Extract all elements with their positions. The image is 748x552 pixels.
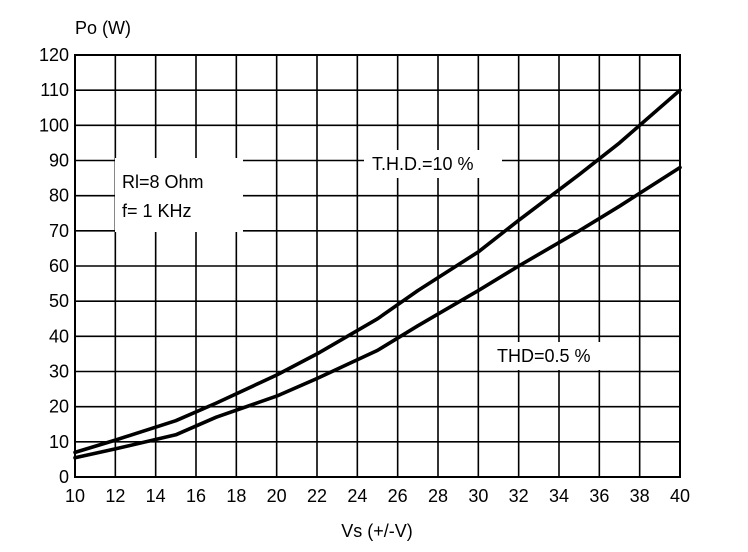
y-tick-label-2: 20 [49,397,69,417]
y-tick-label-4: 40 [49,326,69,346]
x-tick-label-0: 10 [65,486,85,506]
x-tick-label-2: 14 [146,486,166,506]
thd10-annotation: T.H.D.=10 % [372,154,474,174]
y-tick-label-11: 110 [40,80,69,100]
y-tick-label-0: 0 [59,467,69,487]
x-tick-label-4: 18 [226,486,246,506]
grid [74,54,681,478]
tick-labels: 10 12 14 16 18 20 22 24 26 28 30 32 34 36 38 4001020304… [39,45,690,506]
conditions-annotation-line1: Rl=8 Ohm [122,172,204,192]
x-tick-label-7: 24 [347,486,367,506]
y-tick-label-9: 90 [49,151,69,171]
y-tick-label-7: 70 [49,221,69,241]
y-tick-label-3: 30 [49,362,69,382]
y-tick-label-1: 10 [49,432,69,452]
y-tick-label-12: 120 [39,45,69,65]
series-lines [73,88,682,460]
conditions-annotation-bg [115,158,243,232]
x-tick-label-15: 40 [670,486,690,506]
y-tick-label-8: 80 [49,186,69,206]
x-axis-title: Vs (+/-V) [341,521,413,541]
x-tick-label-12: 34 [549,486,569,506]
x-tick-label-5: 20 [267,486,287,506]
y-tick-label-6: 60 [49,256,69,276]
conditions-annotation-line2: f= 1 KHz [122,201,192,221]
x-tick-label-11: 32 [509,486,529,506]
thd05-annotation-bg [489,342,613,370]
y-tick-label-10: 100 [39,115,69,135]
x-tick-label-9: 28 [428,486,448,506]
thd05-annotation: THD=0.5 % [497,346,591,366]
x-tick-label-1: 12 [105,486,125,506]
x-tick-label-3: 16 [186,486,206,506]
y-axis-title: Po (W) [75,18,131,38]
series-line-0 [73,88,682,455]
y-tick-label-5: 50 [49,291,69,311]
series-line-1 [73,165,682,460]
x-tick-label-6: 22 [307,486,327,506]
thd10-annotation-bg [364,150,502,178]
x-tick-label-14: 38 [630,486,650,506]
plot-frame [74,54,681,478]
x-tick-label-13: 36 [589,486,609,506]
x-tick-label-8: 26 [388,486,408,506]
x-tick-label-10: 30 [468,486,488,506]
